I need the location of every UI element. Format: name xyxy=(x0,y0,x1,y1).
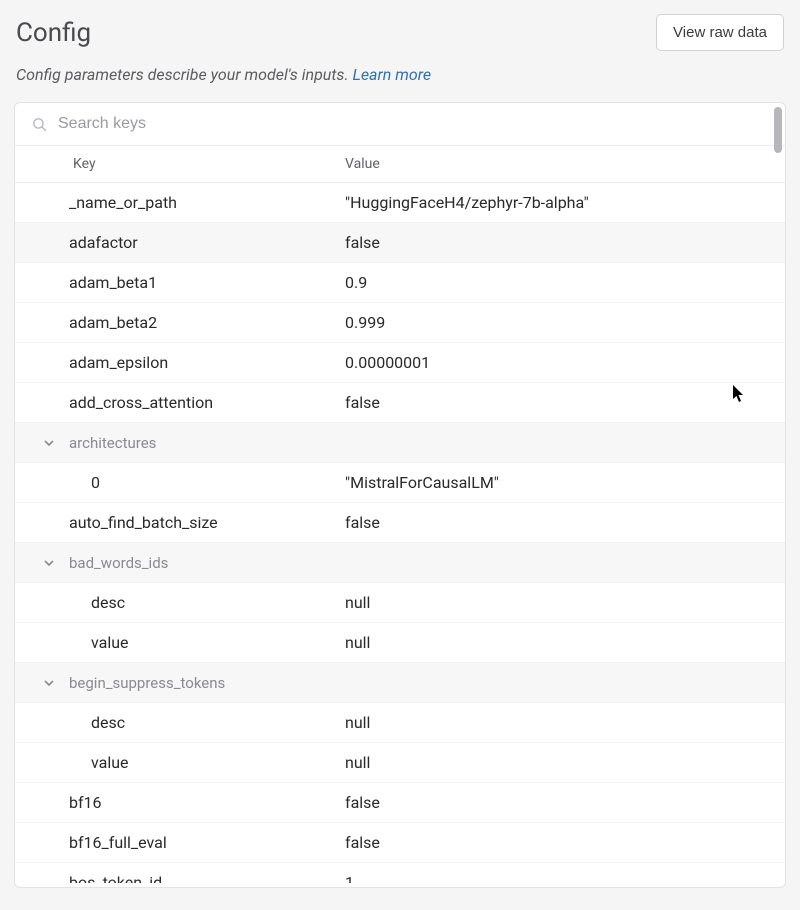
cell-value: null xyxy=(345,753,785,772)
table-row[interactable]: 0"MistralForCausalLM" xyxy=(15,463,785,503)
cell-value: "MistralForCausalLM" xyxy=(345,473,785,492)
cell-key: 0 xyxy=(15,473,345,492)
table-header: Key Value xyxy=(15,146,785,183)
cell-key: desc xyxy=(15,713,345,732)
cell-value: false xyxy=(345,793,785,812)
cell-value: 1 xyxy=(345,873,785,883)
cell-key: desc xyxy=(15,593,345,612)
table-row[interactable]: valuenull xyxy=(15,743,785,783)
config-panel: Key Value _name_or_path"HuggingFaceH4/ze… xyxy=(14,102,786,888)
cell-key: bf16 xyxy=(15,793,345,812)
table-row[interactable]: descnull xyxy=(15,703,785,743)
group-row[interactable]: begin_suppress_tokens xyxy=(15,663,785,703)
chevron-down-icon xyxy=(43,557,55,569)
cell-key: bos_token_id xyxy=(15,873,345,883)
cell-key: adam_beta2 xyxy=(15,313,345,332)
search-input[interactable] xyxy=(58,115,769,133)
cell-value: 0.9 xyxy=(345,273,785,292)
table-row[interactable]: bos_token_id1 xyxy=(15,863,785,883)
table-row[interactable]: adam_epsilon0.00000001 xyxy=(15,343,785,383)
column-header-value: Value xyxy=(345,156,785,172)
table-body: _name_or_path"HuggingFaceH4/zephyr-7b-al… xyxy=(15,183,785,883)
search-bar xyxy=(15,103,785,146)
table-row[interactable]: adam_beta10.9 xyxy=(15,263,785,303)
chevron-down-icon xyxy=(43,677,55,689)
cell-key: value xyxy=(15,633,345,652)
cell-key: bf16_full_eval xyxy=(15,833,345,852)
cell-key: auto_find_batch_size xyxy=(15,513,345,532)
group-label: bad_words_ids xyxy=(69,554,168,572)
description: Config parameters describe your model's … xyxy=(14,57,786,102)
chevron-down-icon xyxy=(43,437,55,449)
view-raw-button[interactable]: View raw data xyxy=(656,14,784,51)
cell-value: 0.00000001 xyxy=(345,353,785,372)
description-text: Config parameters describe your model's … xyxy=(16,65,352,84)
cell-key: value xyxy=(15,753,345,772)
table-row[interactable]: auto_find_batch_sizefalse xyxy=(15,503,785,543)
group-row[interactable]: architectures xyxy=(15,423,785,463)
cell-value: null xyxy=(345,633,785,652)
column-header-key: Key xyxy=(15,156,345,172)
group-row[interactable]: bad_words_ids xyxy=(15,543,785,583)
learn-more-link[interactable]: Learn more xyxy=(352,65,431,84)
scrollbar-thumb[interactable] xyxy=(774,107,782,153)
table-row[interactable]: adam_beta20.999 xyxy=(15,303,785,343)
cell-key: _name_or_path xyxy=(15,193,345,212)
group-label: architectures xyxy=(69,434,156,452)
table-row[interactable]: adafactorfalse xyxy=(15,223,785,263)
page-title: Config xyxy=(16,18,91,48)
config-table: Key Value _name_or_path"HuggingFaceH4/ze… xyxy=(15,146,785,883)
group-label: begin_suppress_tokens xyxy=(69,674,225,692)
table-row[interactable]: bf16_full_evalfalse xyxy=(15,823,785,863)
cell-value: false xyxy=(345,233,785,252)
cell-value: 0.999 xyxy=(345,313,785,332)
cell-key: add_cross_attention xyxy=(15,393,345,412)
table-row[interactable]: valuenull xyxy=(15,623,785,663)
cell-value: false xyxy=(345,513,785,532)
cell-value: null xyxy=(345,713,785,732)
cell-key: adafactor xyxy=(15,233,345,252)
table-row[interactable]: add_cross_attentionfalse xyxy=(15,383,785,423)
cell-value: "HuggingFaceH4/zephyr-7b-alpha" xyxy=(345,193,785,212)
header: Config View raw data xyxy=(14,14,786,57)
table-row[interactable]: descnull xyxy=(15,583,785,623)
cell-value: false xyxy=(345,833,785,852)
cell-key: adam_epsilon xyxy=(15,353,345,372)
table-row[interactable]: _name_or_path"HuggingFaceH4/zephyr-7b-al… xyxy=(15,183,785,223)
table-row[interactable]: bf16false xyxy=(15,783,785,823)
search-icon xyxy=(31,116,48,133)
cell-value: null xyxy=(345,593,785,612)
cell-key: adam_beta1 xyxy=(15,273,345,292)
cell-value: false xyxy=(345,393,785,412)
